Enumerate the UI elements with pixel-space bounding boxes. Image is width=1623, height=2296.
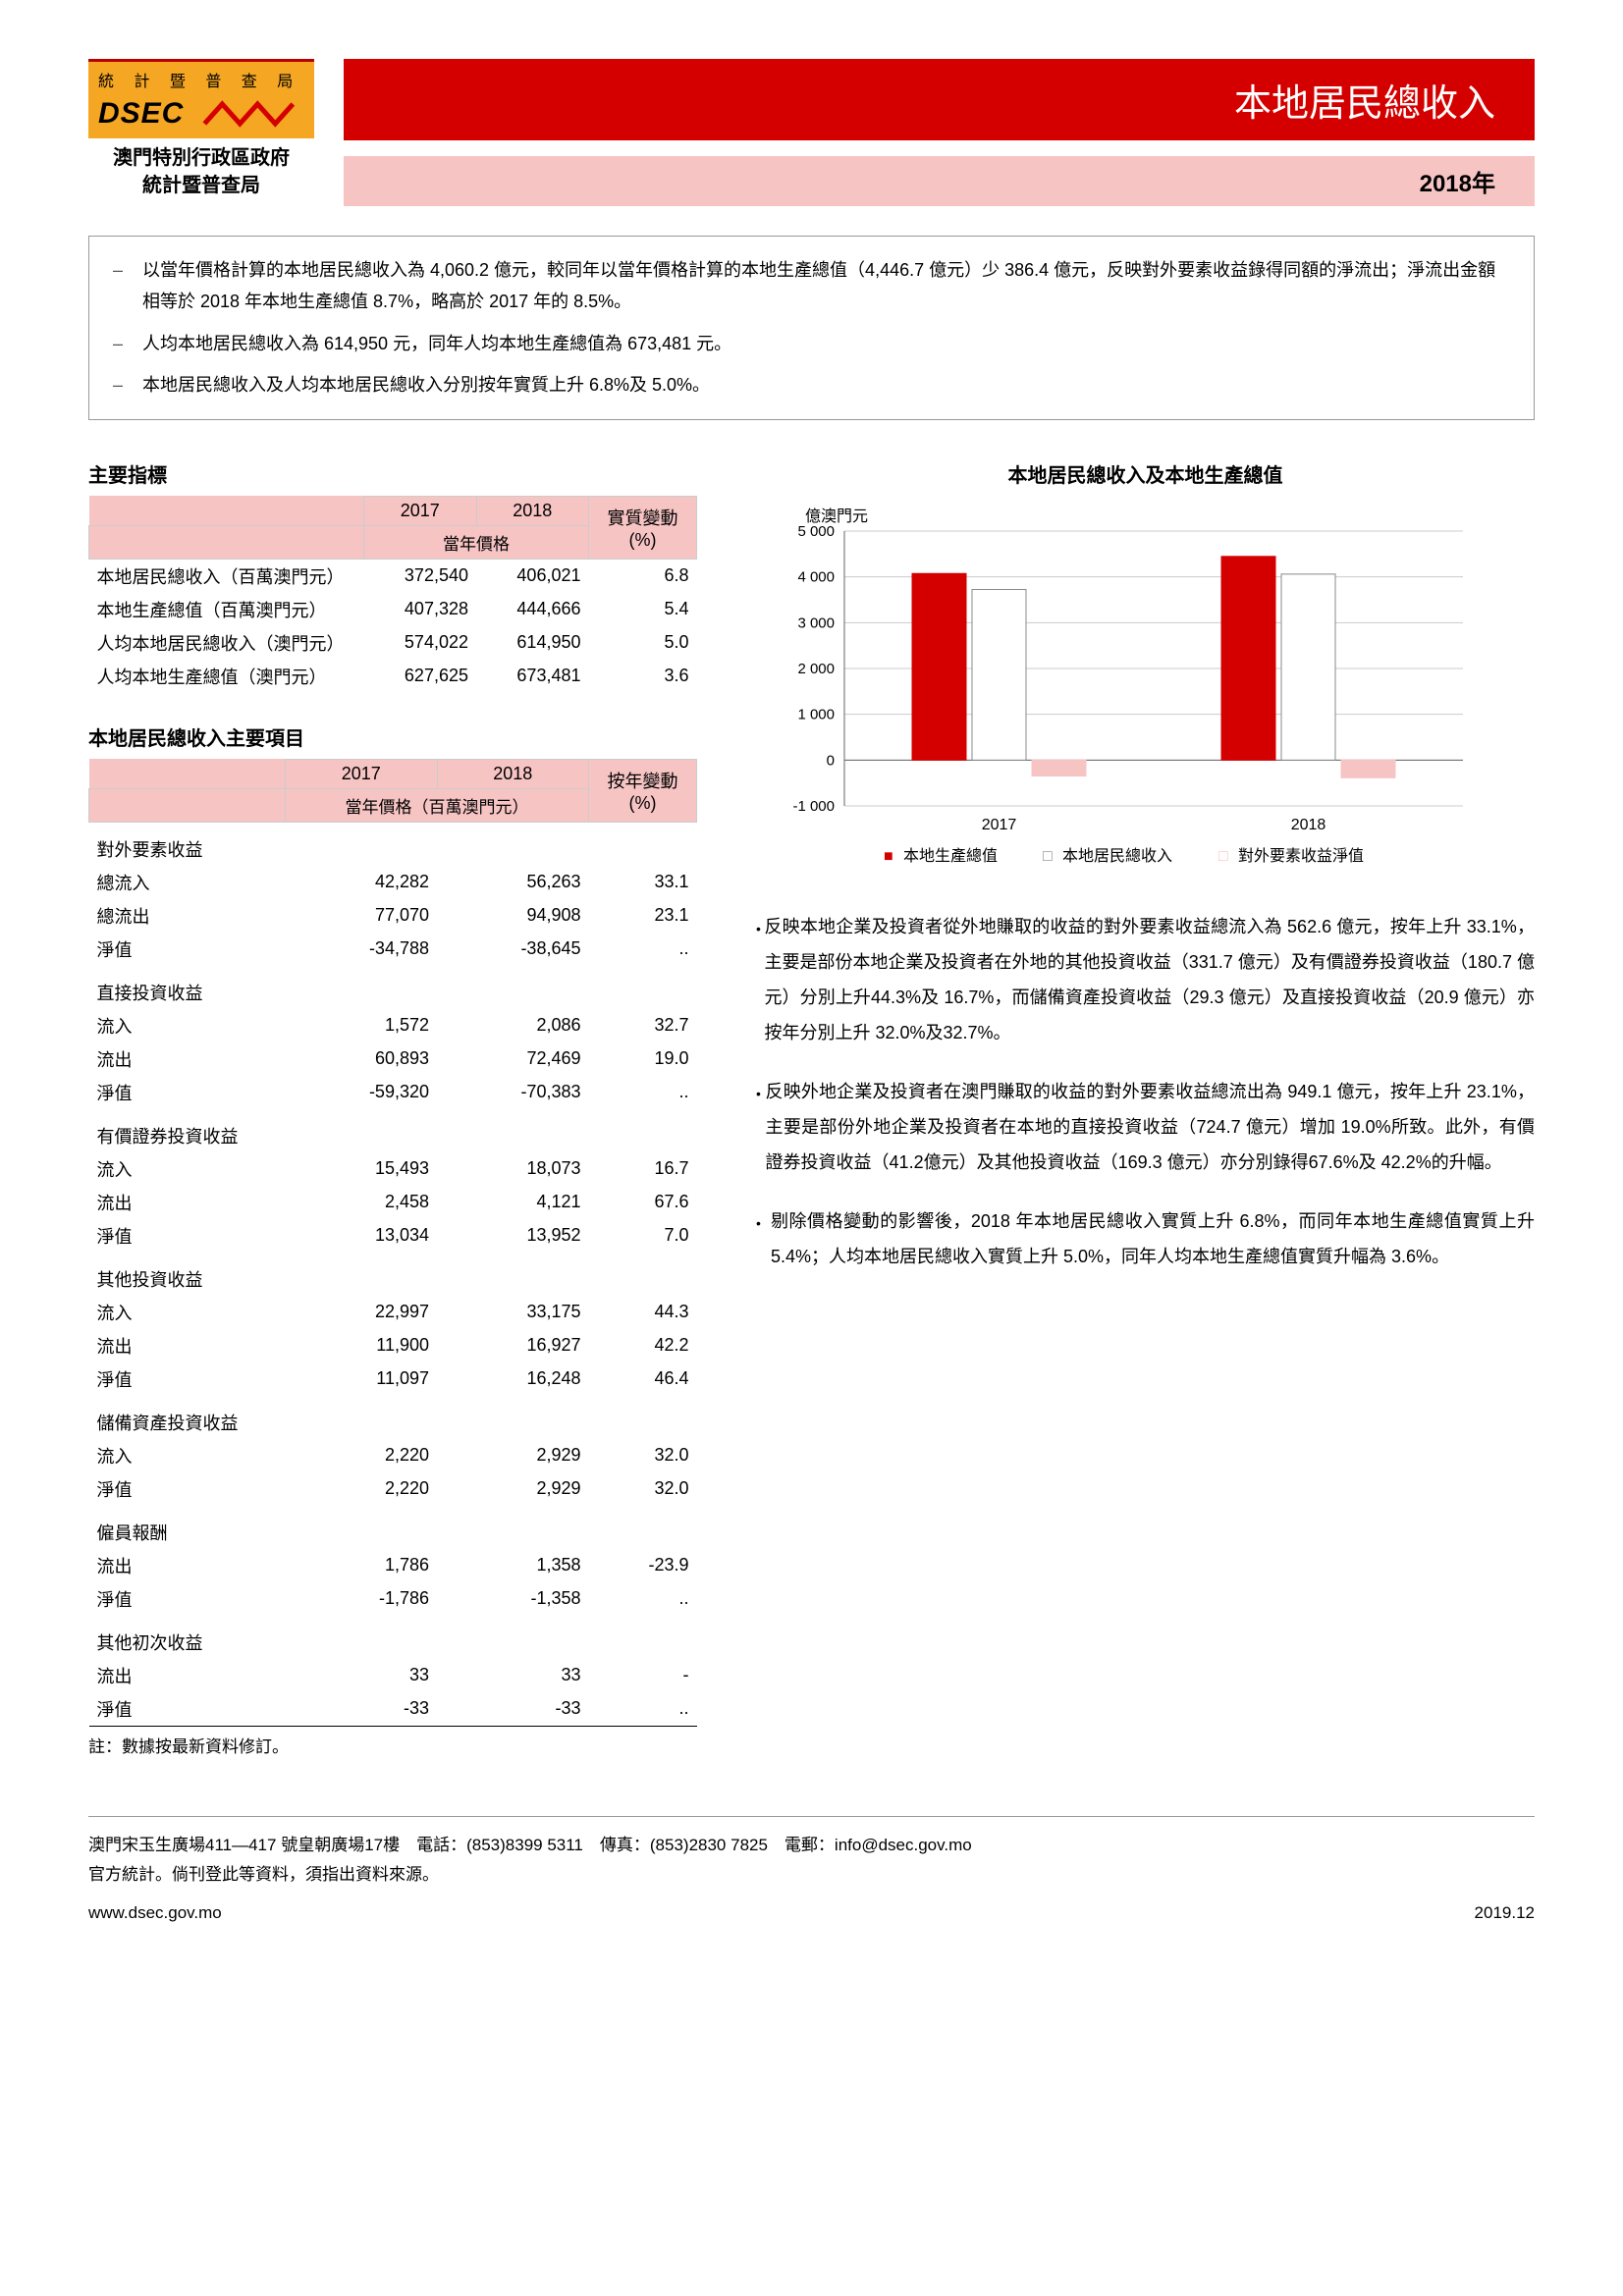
bullet-list: •反映本地企業及投資者從外地賺取的收益的對外要素收益總流入為 562.6 億元，… — [756, 909, 1535, 1274]
col-change: 實質變動 — [608, 508, 678, 528]
table-row: 流出1,7861,358-23.9 — [89, 1549, 697, 1582]
bullet-text: 反映外地企業及投資者在澳門賺取的收益的對外要素收益總流出為 949.1 億元，按… — [766, 1074, 1535, 1180]
svg-text:本地居民總收入: 本地居民總收入 — [1062, 847, 1172, 865]
logo-subtitle: 澳門特別行政區政府 統計暨普查局 — [88, 144, 314, 199]
svg-text:-1 000: -1 000 — [792, 798, 835, 815]
table-row: 淨值2,2202,92932.0 — [89, 1472, 697, 1506]
col-2017: 2017 — [286, 759, 438, 788]
svg-text:1 000: 1 000 — [797, 706, 835, 722]
svg-text:□: □ — [1043, 848, 1053, 865]
table-group-row: 對外要素收益 — [89, 822, 697, 866]
svg-text:對外要素收益淨值: 對外要素收益淨值 — [1238, 847, 1364, 865]
svg-text:2 000: 2 000 — [797, 661, 835, 677]
svg-text:2018: 2018 — [1291, 817, 1326, 833]
table-main-items: 2017 2018 按年變動(%) 當年價格（百萬澳門元） 對外要素收益總流入4… — [88, 759, 697, 1727]
logo-sub1: 澳門特別行政區政府 — [88, 144, 314, 172]
table-row: 本地居民總收入（百萬澳門元）372,540406,0216.8 — [89, 559, 697, 593]
page-title: 本地居民總收入 — [344, 59, 1535, 140]
svg-text:本地生產總值: 本地生產總值 — [903, 847, 998, 865]
svg-text:□: □ — [1218, 848, 1228, 865]
svg-text:0: 0 — [827, 752, 835, 769]
svg-text:4 000: 4 000 — [797, 568, 835, 585]
header: 統 計 暨 普 查 局 DSEC 澳門特別行政區政府 統計暨普查局 本地居民總收… — [88, 59, 1535, 206]
sub-price: 當年價格（百萬澳門元） — [286, 788, 589, 822]
col-change: 按年變動 — [608, 772, 678, 791]
col-2017: 2017 — [364, 496, 477, 525]
svg-text:3 000: 3 000 — [797, 614, 835, 631]
summary-box: –以當年價格計算的本地居民總收入為 4,060.2 億元，較同年以當年價格計算的… — [88, 236, 1535, 420]
table-row: 淨值-1,786-1,358.. — [89, 1582, 697, 1616]
table-row: 流入22,99733,17544.3 — [89, 1296, 697, 1329]
svg-text:2017: 2017 — [982, 817, 1017, 833]
col-2018: 2018 — [476, 496, 589, 525]
chart-title: 本地居民總收入及本地生產總值 — [756, 459, 1535, 488]
year-label: 2018年 — [344, 156, 1535, 206]
table-key-indicators: 2017 2018 實質變動(%) 當年價格 本地居民總收入（百萬澳門元）372… — [88, 496, 697, 693]
table-row: 流入2,2202,92932.0 — [89, 1439, 697, 1472]
logo-block: 統 計 暨 普 查 局 DSEC 澳門特別行政區政府 統計暨普查局 — [88, 59, 314, 206]
footer-url: www.dsec.gov.mo — [88, 1898, 222, 1929]
table-group-row: 其他投資收益 — [89, 1253, 697, 1296]
table-row: 人均本地居民總收入（澳門元）574,022614,9505.0 — [89, 626, 697, 660]
footer-address: 澳門宋玉生廣場411—417 號皇朝廣場17樓 電話：(853)8399 531… — [88, 1831, 1535, 1861]
table-row: 淨值-34,788-38,645.. — [89, 933, 697, 966]
table-row: 本地生產總值（百萬澳門元）407,328444,6665.4 — [89, 593, 697, 626]
table-group-row: 儲備資產投資收益 — [89, 1396, 697, 1439]
logo-zigzag-icon — [193, 99, 304, 129]
bullet-text: 剔除價格變動的影響後，2018 年本地居民總收入實質上升 6.8%，而同年本地生… — [771, 1203, 1535, 1274]
table2-title: 本地居民總收入主要項目 — [88, 722, 697, 751]
table-group-row: 直接投資收益 — [89, 966, 697, 1009]
table-row: 流出60,89372,46919.0 — [89, 1042, 697, 1076]
table-row: 流入15,49318,07316.7 — [89, 1152, 697, 1186]
table-row: 總流入42,28256,26333.1 — [89, 866, 697, 899]
svg-text:■: ■ — [884, 848, 893, 865]
table2-note: 註：數據按最新資料修訂。 — [88, 1733, 697, 1757]
sub-price: 當年價格 — [364, 525, 589, 559]
title-block: 本地居民總收入 2018年 — [344, 59, 1535, 206]
footer: 澳門宋玉生廣場411—417 號皇朝廣場17樓 電話：(853)8399 531… — [88, 1816, 1535, 1929]
table-group-row: 其他初次收益 — [89, 1616, 697, 1659]
table-row: 淨值11,09716,24846.4 — [89, 1362, 697, 1396]
table-row: 淨值-59,320-70,383.. — [89, 1076, 697, 1109]
table-row: 人均本地生產總值（澳門元）627,625673,4813.6 — [89, 660, 697, 693]
logo-sub2: 統計暨普查局 — [88, 172, 314, 199]
bullet-text: 反映本地企業及投資者從外地賺取的收益的對外要素收益總流入為 562.6 億元，按… — [764, 909, 1535, 1050]
table-row: 總流出77,07094,90823.1 — [89, 899, 697, 933]
table-row: 淨值-33-33.. — [89, 1692, 697, 1727]
summary-line: 以當年價格計算的本地居民總收入為 4,060.2 億元，較同年以當年價格計算的本… — [142, 254, 1510, 318]
logo-mid: DSEC — [88, 95, 314, 138]
table-group-row: 有價證券投資收益 — [89, 1109, 697, 1152]
table-row: 流出2,4584,12167.6 — [89, 1186, 697, 1219]
footer-date: 2019.12 — [1475, 1898, 1535, 1929]
table-row: 流入1,5722,08632.7 — [89, 1009, 697, 1042]
svg-text:5 000: 5 000 — [797, 523, 835, 540]
logo-top-text: 統 計 暨 普 查 局 — [88, 59, 314, 95]
footer-note: 官方統計。倘刊登此等資料，須指出資料來源。 — [88, 1860, 1535, 1891]
logo-dsec: DSEC — [98, 97, 184, 131]
summary-line: 人均本地居民總收入為 614,950 元，同年人均本地生產總值為 673,481… — [142, 328, 1510, 359]
summary-line: 本地居民總收入及人均本地居民總收入分別按年實質上升 6.8%及 5.0%。 — [142, 369, 1510, 400]
col-2018: 2018 — [437, 759, 589, 788]
table-row: 流出3333- — [89, 1659, 697, 1692]
table-row: 淨值13,03413,9527.0 — [89, 1219, 697, 1253]
table1-title: 主要指標 — [88, 459, 697, 488]
table-row: 流出11,90016,92742.2 — [89, 1329, 697, 1362]
bar-chart: 億澳門元-1 00001 0002 0003 0004 0005 0002017… — [756, 502, 1535, 880]
table-group-row: 僱員報酬 — [89, 1506, 697, 1549]
